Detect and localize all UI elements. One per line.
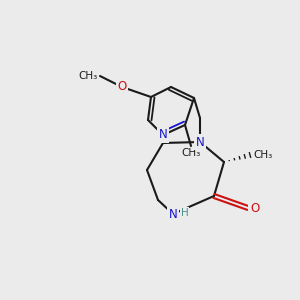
Text: N: N xyxy=(159,128,167,142)
Text: O: O xyxy=(250,202,259,214)
Text: H: H xyxy=(181,208,189,218)
Text: N: N xyxy=(169,208,177,220)
Text: CH₃: CH₃ xyxy=(253,150,272,160)
Text: N: N xyxy=(196,136,204,148)
Text: CH₃: CH₃ xyxy=(79,71,98,81)
Text: CH₃: CH₃ xyxy=(182,148,201,158)
Text: O: O xyxy=(117,80,127,94)
